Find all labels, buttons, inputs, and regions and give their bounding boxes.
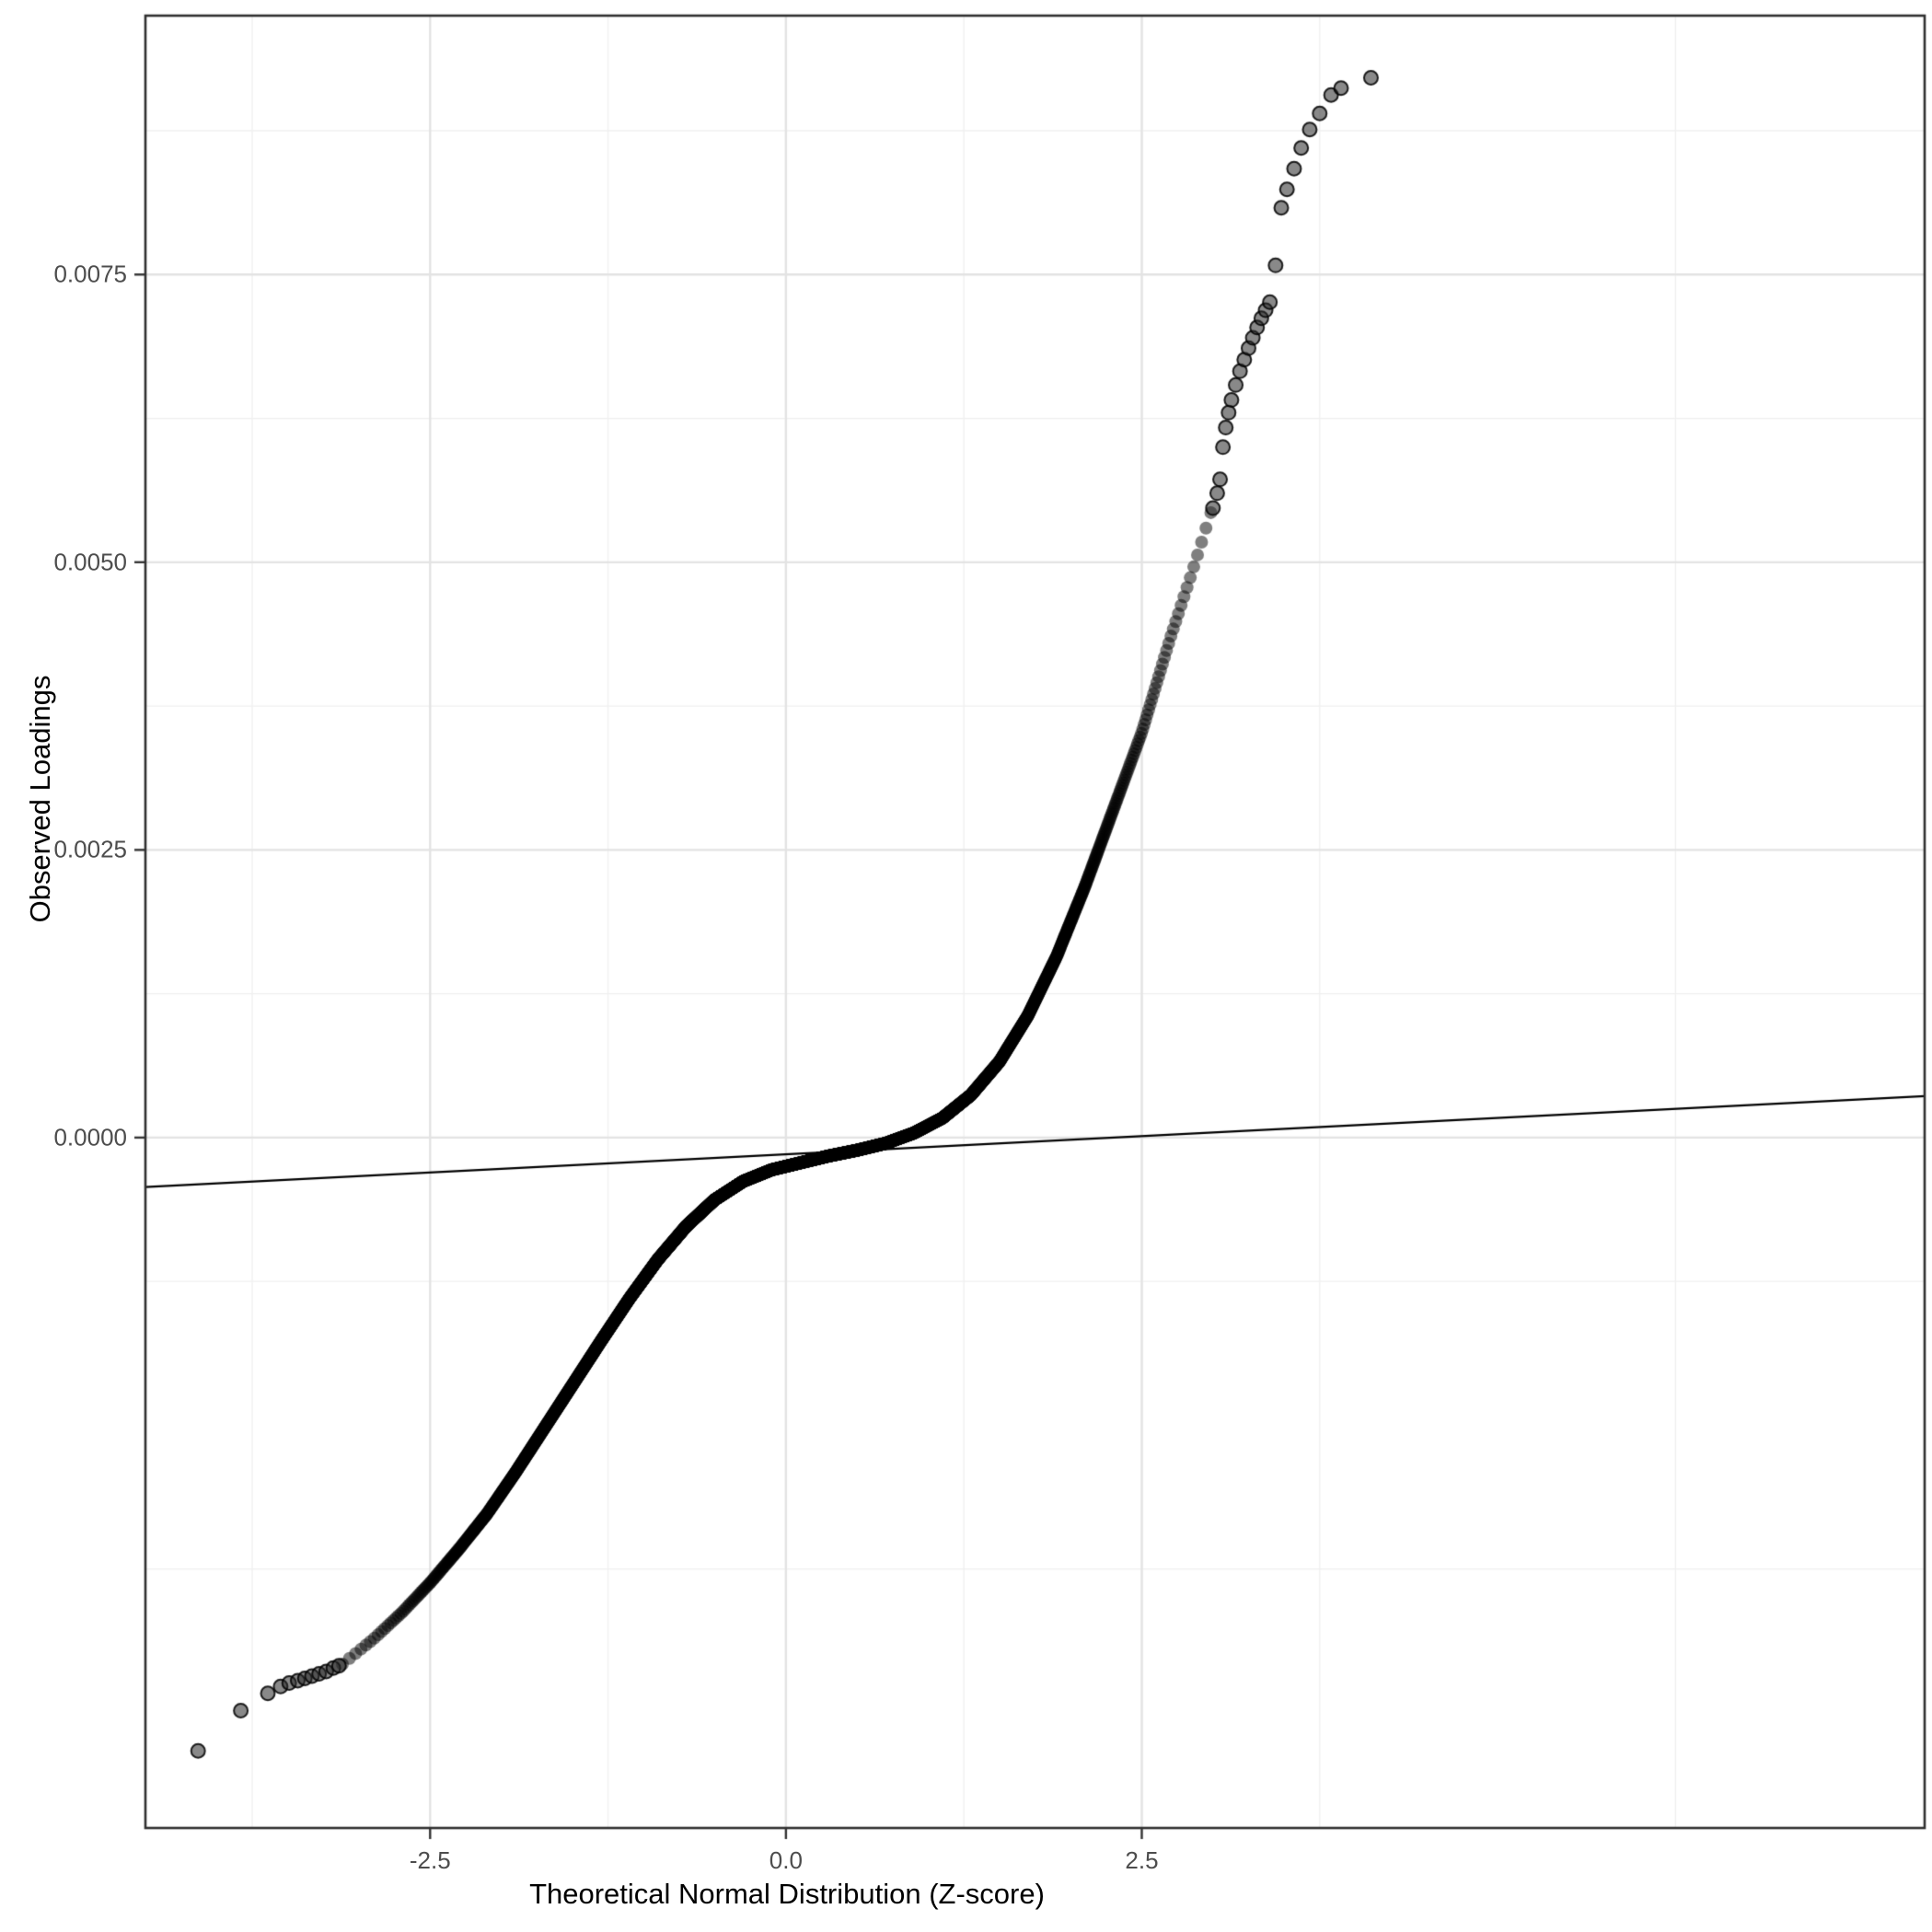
y-tick-label: 0.0050 — [53, 548, 127, 576]
y-axis-title: Observed Loadings — [24, 675, 56, 923]
y-tick-label: 0.0000 — [53, 1123, 127, 1151]
x-axis-title: Theoretical Normal Distribution (Z-score… — [529, 1878, 1045, 1910]
y-tick-label: 0.0075 — [53, 260, 127, 288]
x-tick-label: 0.0 — [769, 1846, 803, 1874]
x-tick-label: -2.5 — [409, 1846, 451, 1874]
x-tick-label: 2.5 — [1125, 1846, 1159, 1874]
y-tick-label: 0.0025 — [53, 835, 127, 863]
